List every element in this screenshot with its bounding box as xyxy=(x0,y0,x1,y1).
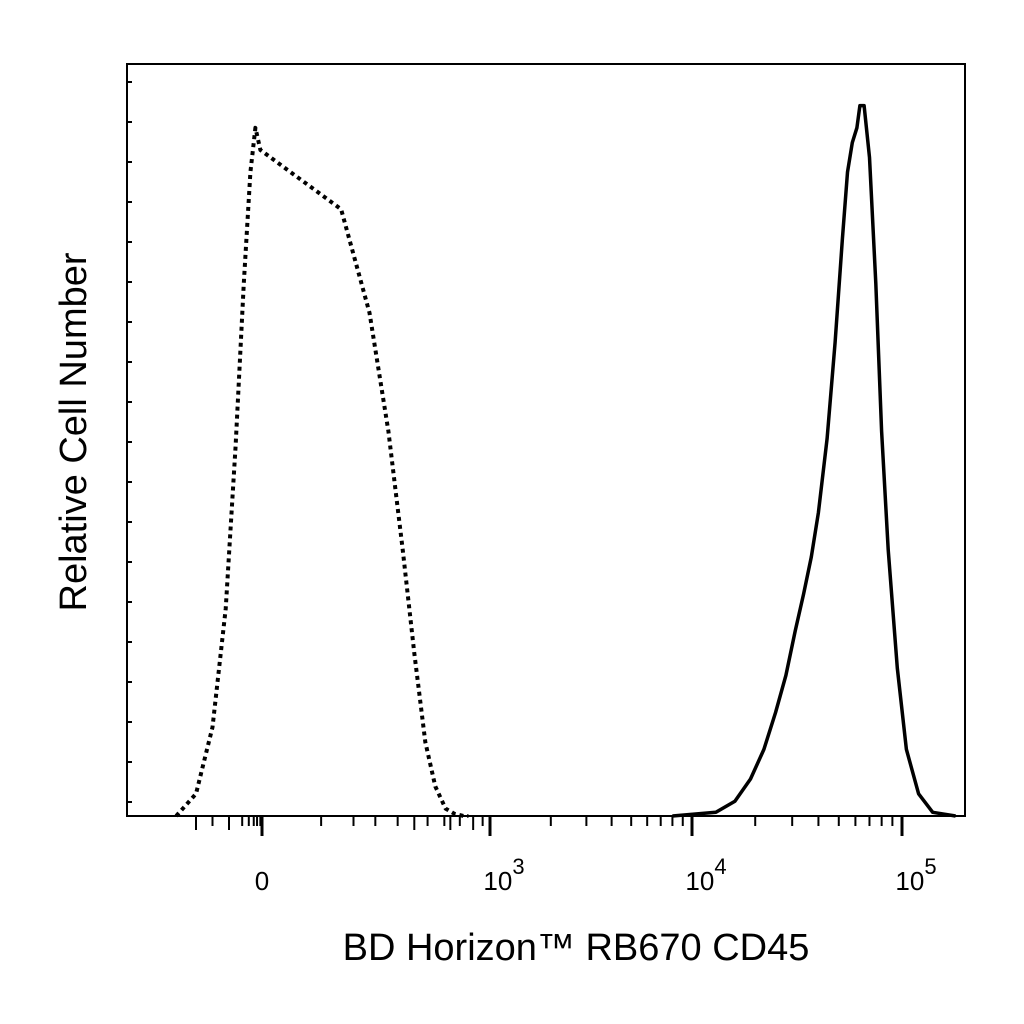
series-layer xyxy=(174,103,956,818)
solid-histogram-line xyxy=(672,103,956,818)
y-axis-label: Relative Cell Number xyxy=(53,252,95,611)
x-tick-exponent: 5 xyxy=(924,854,936,879)
plot-frame xyxy=(126,63,966,817)
x-tick-base: 0 xyxy=(255,866,269,896)
dotted-histogram-line xyxy=(174,125,469,818)
x-tick-base: 10 xyxy=(483,866,512,896)
y-axis-minor-ticks xyxy=(127,81,132,803)
x-tick-label: 105 xyxy=(895,854,936,896)
x-tick-label: 103 xyxy=(483,854,524,896)
x-tick-label: 104 xyxy=(685,854,726,896)
x-axis-tick-labels: 0 103 104 105 xyxy=(255,854,937,896)
x-axis-ticks xyxy=(195,816,904,836)
x-tick-exponent: 3 xyxy=(512,854,524,879)
x-tick-base: 10 xyxy=(685,866,714,896)
x-tick-label: 0 xyxy=(255,866,269,896)
x-tick-base: 10 xyxy=(895,866,924,896)
x-axis-label: BD Horizon™ RB670 CD45 xyxy=(343,927,810,969)
x-tick-exponent: 4 xyxy=(714,854,726,879)
